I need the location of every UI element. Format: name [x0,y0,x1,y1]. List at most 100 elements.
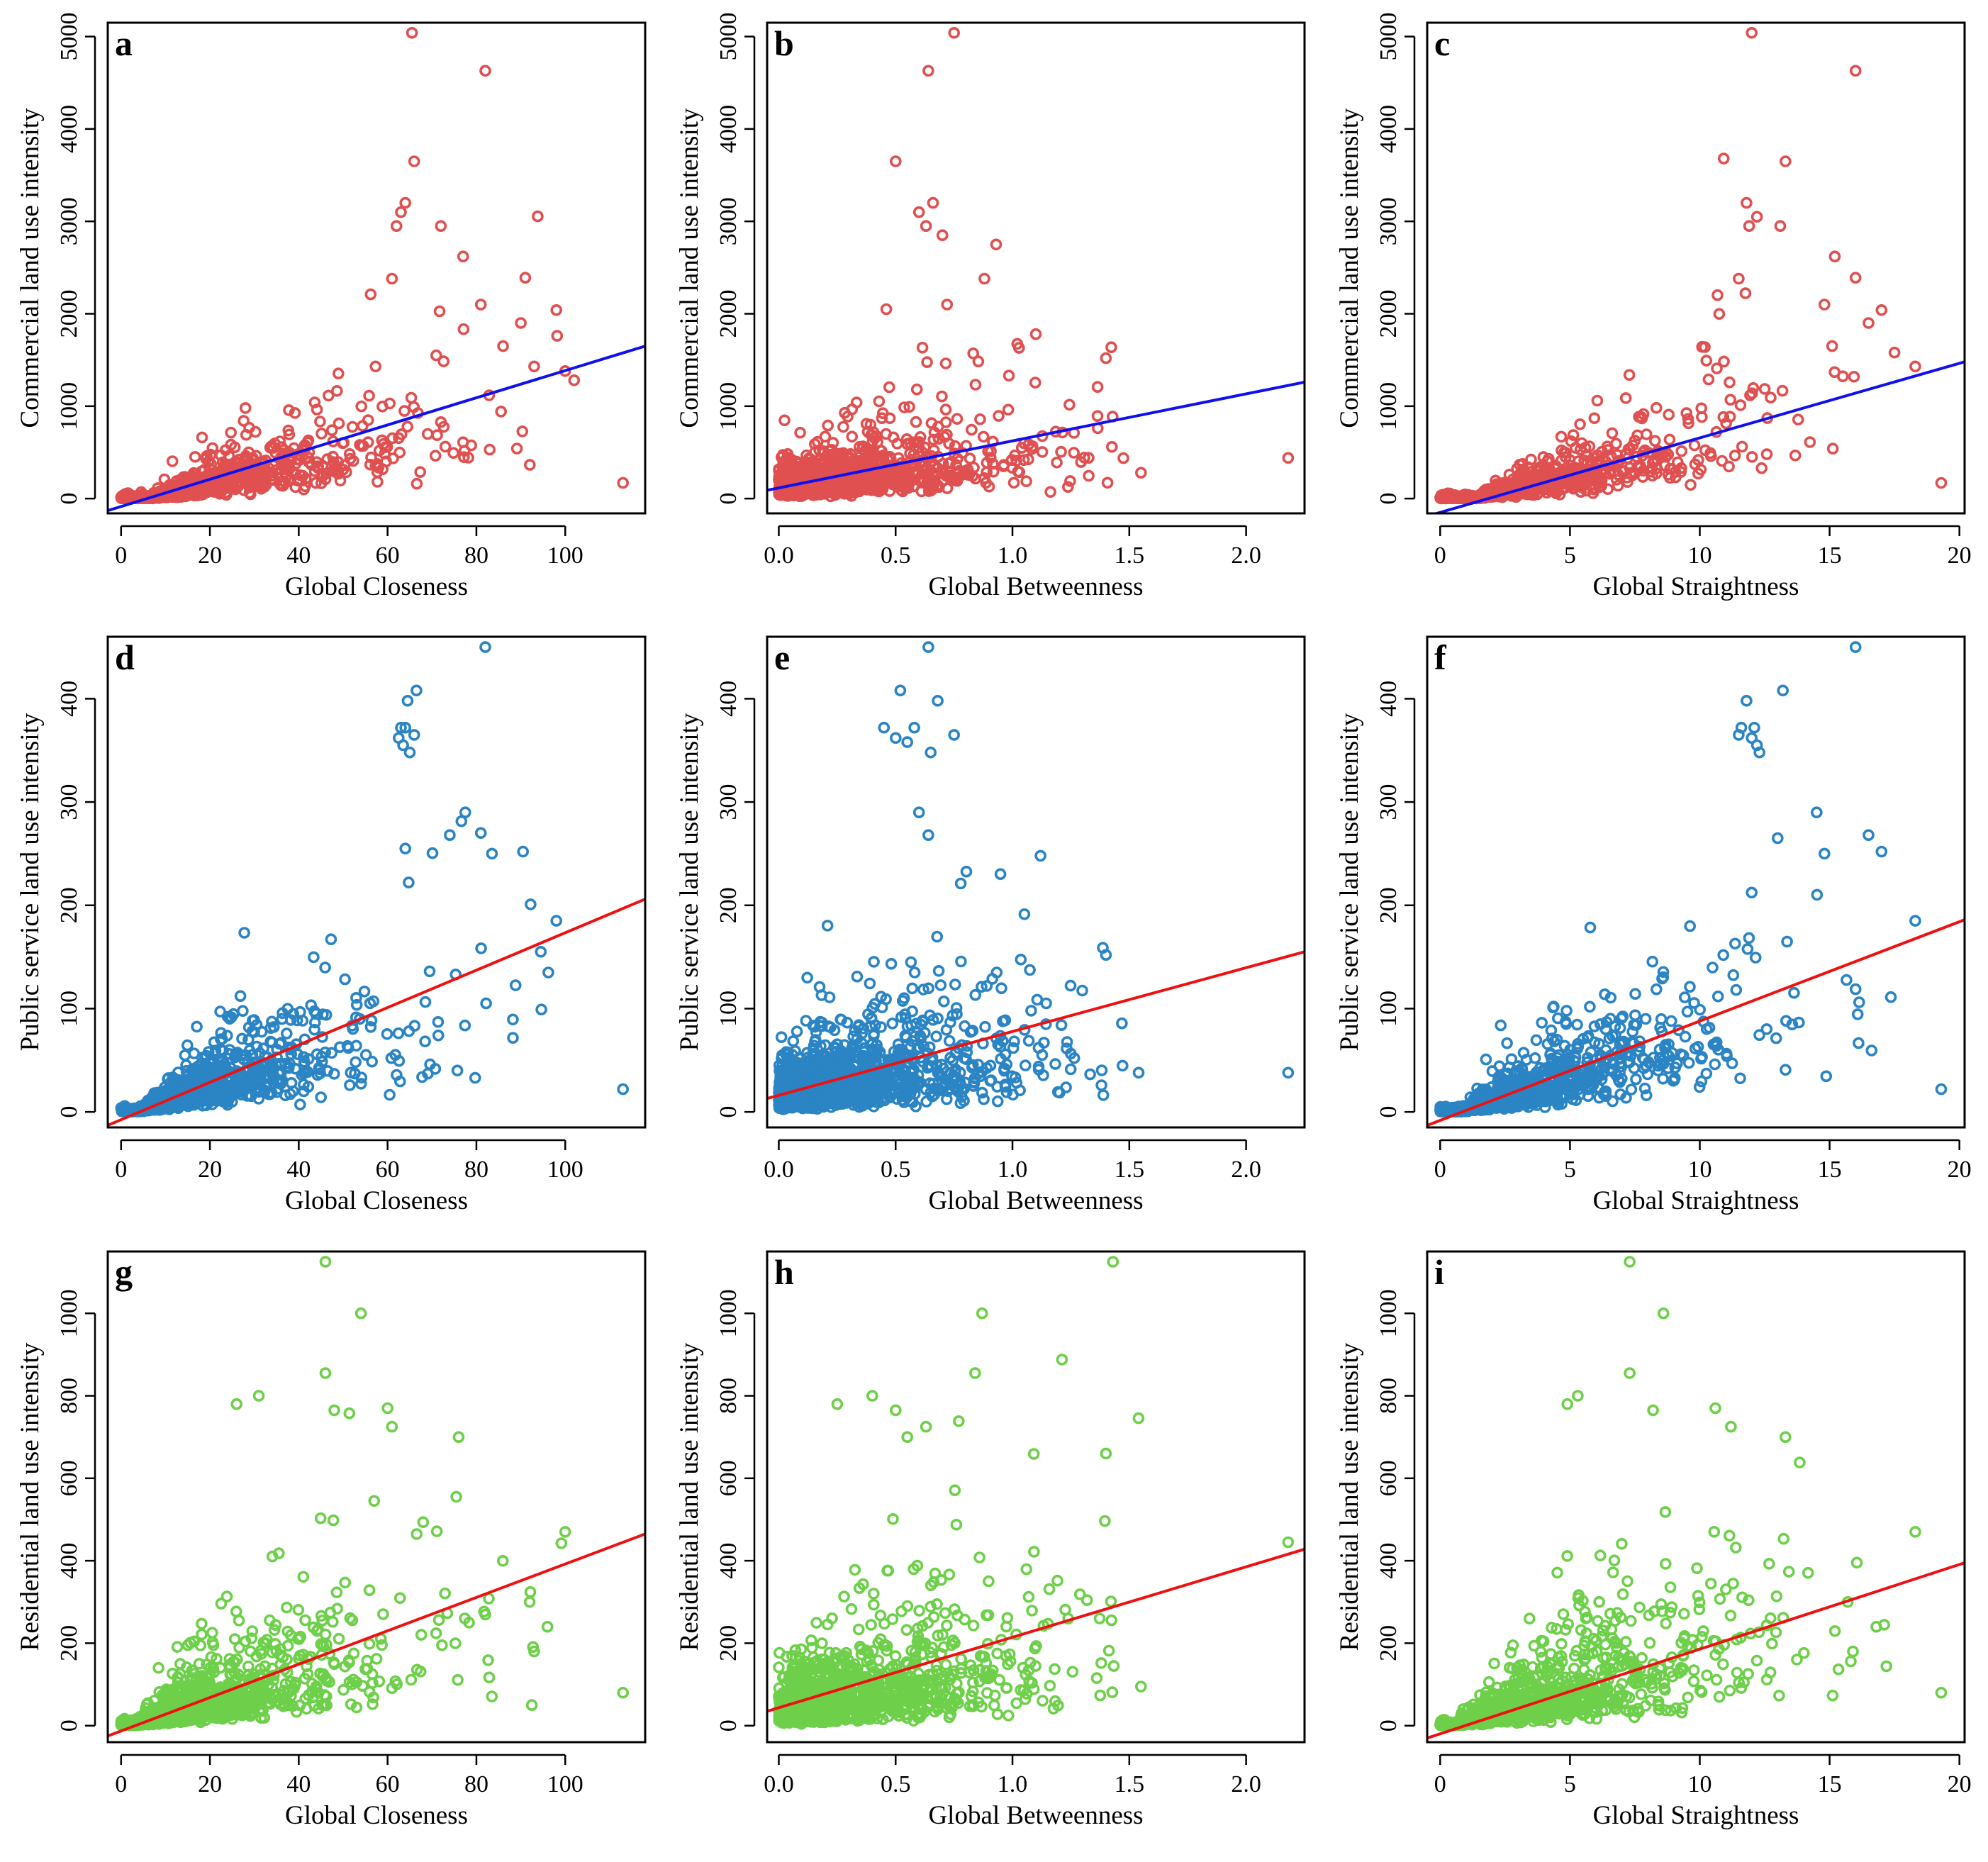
data-point [252,462,264,474]
data-point [949,440,961,452]
data-point [161,1084,174,1097]
data-point [1888,346,1901,359]
data-point [310,1008,322,1020]
data-point [395,721,407,734]
data-point [985,445,997,457]
data-point [185,487,198,500]
y-tick-label: 0 [56,1106,82,1118]
data-point [1522,461,1534,474]
data-point [350,1056,362,1069]
data-point [204,448,217,461]
data-point [266,1015,278,1028]
y-tick-label: 5000 [715,13,742,61]
data-point [550,303,563,316]
data-point [978,472,990,484]
data-point [899,482,911,495]
data-point [847,474,859,486]
data-point [350,998,363,1011]
data-point [315,428,328,440]
data-point [298,1085,310,1098]
data-point [393,1054,406,1067]
data-point [423,965,436,978]
data-point [804,452,816,465]
data-point [238,927,250,939]
data-point [981,466,993,479]
data-point [1662,448,1675,461]
data-point [376,434,389,447]
x-tick-label: 0 [115,542,127,569]
data-point [280,463,292,476]
data-point [406,26,418,39]
y-tick-label: 1000 [715,382,742,430]
data-point [234,990,247,1002]
data-point [1549,462,1561,475]
data-point [822,419,834,432]
data-point [516,425,529,437]
data-point [362,414,374,426]
data-point [815,470,827,483]
data-point [359,1049,372,1061]
data-point [1062,481,1074,494]
data-point [1663,433,1676,446]
data-point [1819,299,1831,311]
data-point [1029,328,1042,340]
data-point [880,303,893,316]
data-point [910,383,923,396]
data-point [279,1089,291,1102]
data-point [1010,455,1022,467]
data-point [239,451,252,463]
y-tick-label: 3000 [715,197,742,245]
data-point [301,1066,314,1078]
data-point [364,288,377,301]
data-point [228,441,241,454]
data-point [291,1014,303,1027]
data-point [1682,417,1694,430]
data-point [479,65,491,77]
y-tick-label: 3000 [1375,197,1402,245]
data-point [475,942,487,954]
data-point [344,1079,356,1091]
data-point [1774,220,1787,233]
regression-line [108,345,645,513]
data-point [1514,467,1526,479]
x-tick-label: 20 [198,1156,222,1183]
data-point [214,1005,226,1018]
data-point [121,490,133,503]
y-tick-label: 4000 [715,105,742,153]
data-point [550,915,563,927]
data-point [1036,446,1049,458]
data-point [1049,1058,1061,1070]
x-tick-label: 0.0 [764,542,794,569]
data-point [507,1013,519,1026]
data-point [1602,444,1614,456]
data-point [1849,272,1862,284]
data-point [1064,475,1076,487]
y-tick-label: 5000 [56,13,82,61]
data-point [1734,399,1747,411]
data-point [931,462,943,474]
data-point [276,1074,289,1086]
data-point [330,384,343,397]
data-point [1717,152,1730,165]
data-point [1610,474,1623,486]
data-point [269,437,281,450]
data-point [218,1058,230,1070]
data-point [291,1048,304,1061]
data-point [778,414,791,427]
data-point [296,1015,309,1027]
data-point [386,432,398,445]
data-point [283,428,296,441]
x-axis-label: Global Closeness [285,1186,468,1215]
data-point [188,1047,201,1059]
y-tick-label: 100 [56,991,82,1027]
data-point [871,436,883,448]
data-point [990,238,1003,251]
data-point [1606,427,1619,440]
data-point [1713,308,1726,320]
data-point [1863,317,1875,329]
regression-line [108,898,645,1127]
data-point [1100,352,1112,364]
data-point [310,476,322,489]
data-point [342,1042,354,1054]
data-point [509,979,522,991]
